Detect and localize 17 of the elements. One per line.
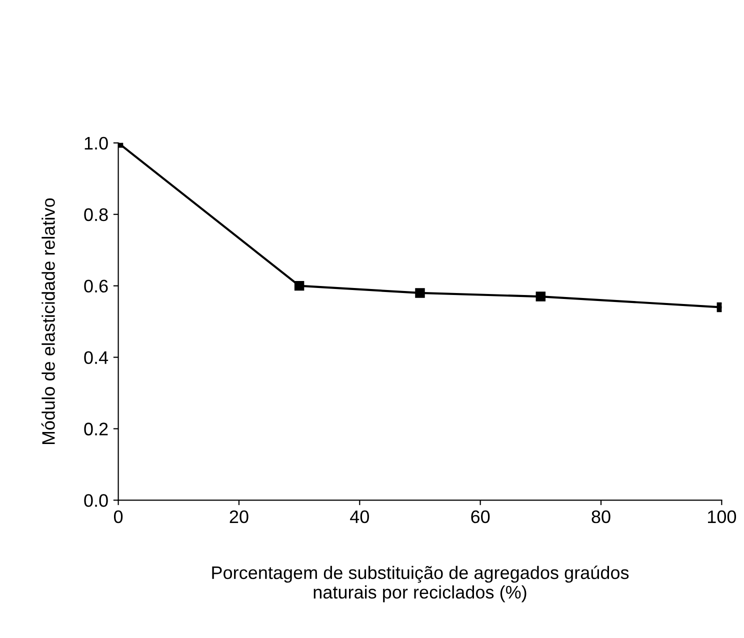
point bbox=[415, 288, 425, 298]
x-tick-label: 40 bbox=[350, 510, 369, 524]
point bbox=[536, 292, 546, 302]
x-tick-label: 100 bbox=[708, 510, 736, 524]
x-tick-label: 60 bbox=[471, 510, 490, 524]
y-tick-label: 0.8 bbox=[84, 208, 108, 222]
y-tick-label: 0.6 bbox=[84, 280, 108, 293]
x-tick-label: 80 bbox=[592, 510, 610, 524]
y-tick-label: 0.4 bbox=[84, 351, 108, 364]
y-axis-title: Módulo de elasticidade relativo bbox=[41, 198, 55, 444]
x-tick-label: 20 bbox=[230, 510, 248, 524]
y-tick-label: 0.0 bbox=[84, 494, 108, 507]
point bbox=[294, 280, 304, 291]
y-tick-label: 0.2 bbox=[84, 422, 108, 436]
y-tick-label: 1.0 bbox=[84, 136, 108, 150]
x-axis-title: Porcentagem de substituição de agregados graúdos naturais por reciclados (%) bbox=[212, 566, 629, 602]
x-tick-label: 0 bbox=[114, 510, 123, 524]
